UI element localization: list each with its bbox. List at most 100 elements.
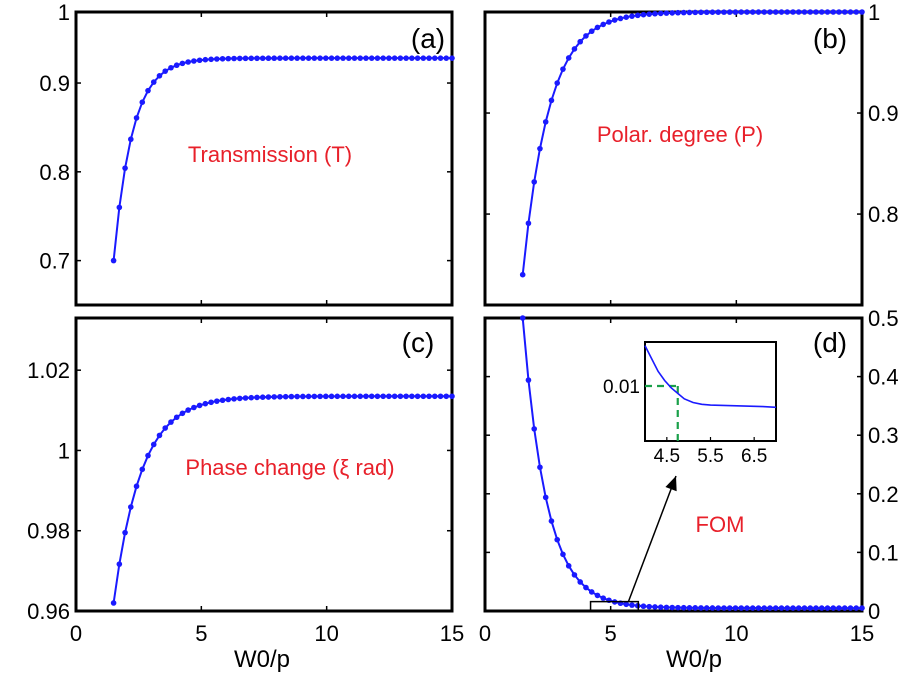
annotation-label: Transmission (T) [188, 142, 352, 167]
data-point [156, 73, 163, 79]
data-point [236, 55, 243, 62]
data-point [847, 9, 854, 15]
data-point [191, 404, 197, 411]
data-point [525, 377, 532, 383]
data-point [686, 605, 693, 611]
data-point [778, 9, 785, 15]
data-point [328, 393, 335, 400]
data-point [265, 394, 272, 400]
x-tick-label: 15 [440, 621, 464, 646]
data-point [219, 397, 226, 404]
data-point [611, 17, 618, 23]
data-point [542, 494, 549, 501]
data-point [721, 9, 727, 15]
data-point [414, 393, 421, 400]
data-point [542, 119, 549, 125]
data-point [594, 24, 601, 31]
data-point [162, 425, 169, 431]
data-point [139, 466, 146, 473]
data-point [680, 604, 687, 611]
data-point [853, 9, 860, 15]
y-tick-label: 0.7 [39, 249, 70, 274]
data-point [110, 600, 117, 606]
data-point [519, 315, 526, 321]
data-point [340, 393, 346, 400]
x-tick-label: 0 [70, 621, 82, 646]
data-point [196, 402, 203, 409]
data-point [784, 9, 791, 15]
data-point [334, 55, 341, 61]
data-point [761, 9, 768, 15]
data-point [859, 605, 865, 611]
data-point [231, 396, 237, 402]
data-point [537, 464, 543, 471]
data-point [139, 99, 146, 106]
data-point [449, 393, 455, 400]
data-point [675, 604, 681, 611]
data-point [426, 393, 432, 400]
data-point [686, 9, 693, 16]
data-point [357, 55, 364, 61]
annotation-label: Polar. degree (P) [597, 122, 763, 147]
zoom-arrow-line [627, 475, 677, 602]
data-point [652, 604, 658, 610]
data-point [368, 393, 375, 400]
data-point [334, 393, 341, 400]
data-point [657, 604, 664, 610]
data-point [294, 55, 300, 61]
data-point [531, 179, 538, 185]
x-axis-title: W0/p [234, 646, 290, 673]
data-point [363, 393, 369, 400]
data-point [133, 115, 140, 121]
data-point [282, 55, 289, 61]
data-point [391, 55, 398, 61]
data-point [351, 393, 358, 400]
data-point [830, 605, 837, 611]
data-point [652, 10, 658, 17]
data-point [409, 55, 415, 61]
data-point [128, 504, 134, 510]
data-point [715, 9, 722, 15]
data-point [300, 393, 306, 400]
data-point [231, 55, 237, 62]
y-tick-label: 0 [868, 599, 880, 624]
data-point [351, 55, 358, 61]
data-point [583, 584, 589, 591]
data-point [853, 605, 860, 611]
data-point [357, 393, 364, 400]
x-tick-label: 0 [479, 621, 491, 646]
y-tick-label: 1 [58, 0, 70, 25]
data-point [150, 441, 157, 448]
data-point [726, 605, 733, 611]
data-point [409, 393, 415, 400]
data-point [709, 9, 716, 15]
data-point [818, 605, 825, 611]
data-point [380, 393, 386, 400]
zoom-box [589, 600, 640, 612]
data-point [271, 55, 277, 62]
plot-frame [483, 10, 864, 307]
data-point [646, 603, 653, 610]
data-point [305, 55, 312, 61]
data-point [600, 21, 607, 28]
data-point [403, 393, 409, 400]
data-point [116, 561, 123, 567]
inset-plot: 4.5 5.5 6.5 0.01 [603, 341, 777, 467]
inset-x-tick-label: 5.5 [697, 446, 723, 467]
inset-y-tick-label: 0.01 [603, 377, 640, 398]
data-point [328, 55, 335, 61]
data-point [414, 55, 421, 61]
data-point [813, 9, 819, 15]
data-point [196, 57, 203, 64]
data-point [606, 19, 612, 25]
data-point [277, 393, 283, 400]
panel-label: (d) [813, 327, 847, 358]
data-point [282, 393, 289, 400]
data-point [795, 605, 802, 611]
inset-series-line [644, 345, 777, 409]
data-point [617, 15, 624, 22]
data-point [715, 605, 722, 611]
data-point [254, 55, 260, 62]
data-point [571, 572, 578, 578]
